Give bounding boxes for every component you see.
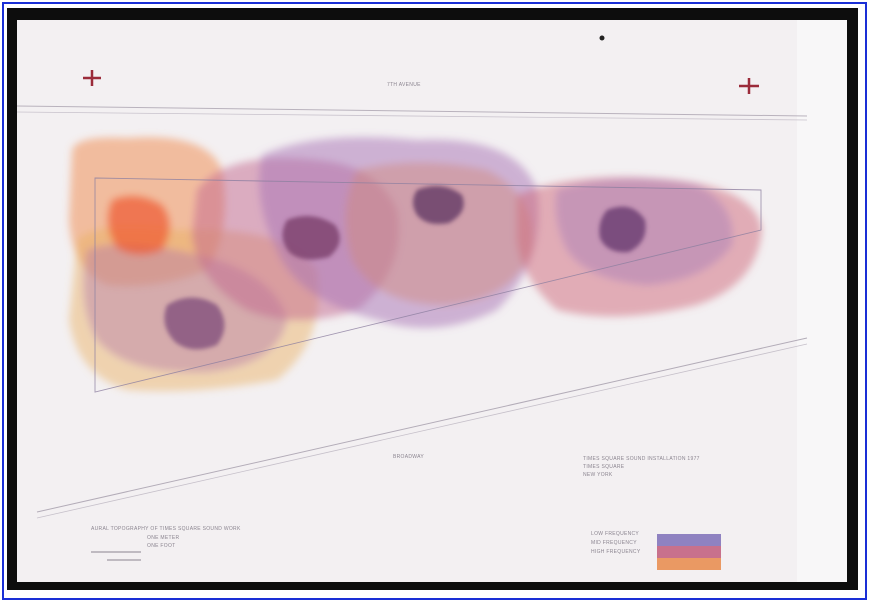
slide-mount: 7TH AVENUE BROADWAY TIMES SQUARE SOUND I… [7, 8, 858, 590]
site-outline [94, 177, 762, 393]
diagonal-street-label: BROADWAY [393, 454, 425, 460]
caption-line-1: AURAL TOPOGRAPHY OF TIMES SQUARE SOUND W… [91, 526, 241, 532]
top-street-line-2 [17, 111, 808, 121]
caption-line-2: ONE METER [147, 535, 180, 541]
legend-label-mid: MID FREQUENCY [591, 540, 637, 546]
legend-swatch-mid [657, 546, 721, 558]
legend-label-high: HIGH FREQUENCY [591, 549, 641, 555]
diagonal-street-line-2 [36, 343, 808, 519]
title-block-line-1: TIMES SQUARE SOUND INSTALLATION 1977 [583, 456, 700, 462]
legend-swatch-high [657, 558, 721, 570]
legend-label-low: LOW FREQUENCY [591, 531, 640, 537]
sound-cores [164, 186, 646, 350]
ink-speck [599, 35, 605, 41]
top-street-label: 7TH AVENUE [387, 82, 421, 88]
sound-topography-drawing [17, 35, 808, 570]
registration-mark-left [83, 70, 101, 86]
top-street-line [17, 105, 808, 117]
sheet-edge [797, 20, 847, 582]
frequency-legend-swatches [657, 534, 721, 570]
registration-mark-right [739, 78, 759, 94]
legend-swatch-low [657, 534, 721, 546]
diagonal-street-line [36, 337, 808, 513]
sound-fields [69, 137, 762, 392]
title-block-line-2: TIMES SQUARE [583, 464, 625, 470]
caption-line-3: ONE FOOT [147, 543, 176, 549]
title-block-line-3: NEW YORK [583, 472, 613, 478]
